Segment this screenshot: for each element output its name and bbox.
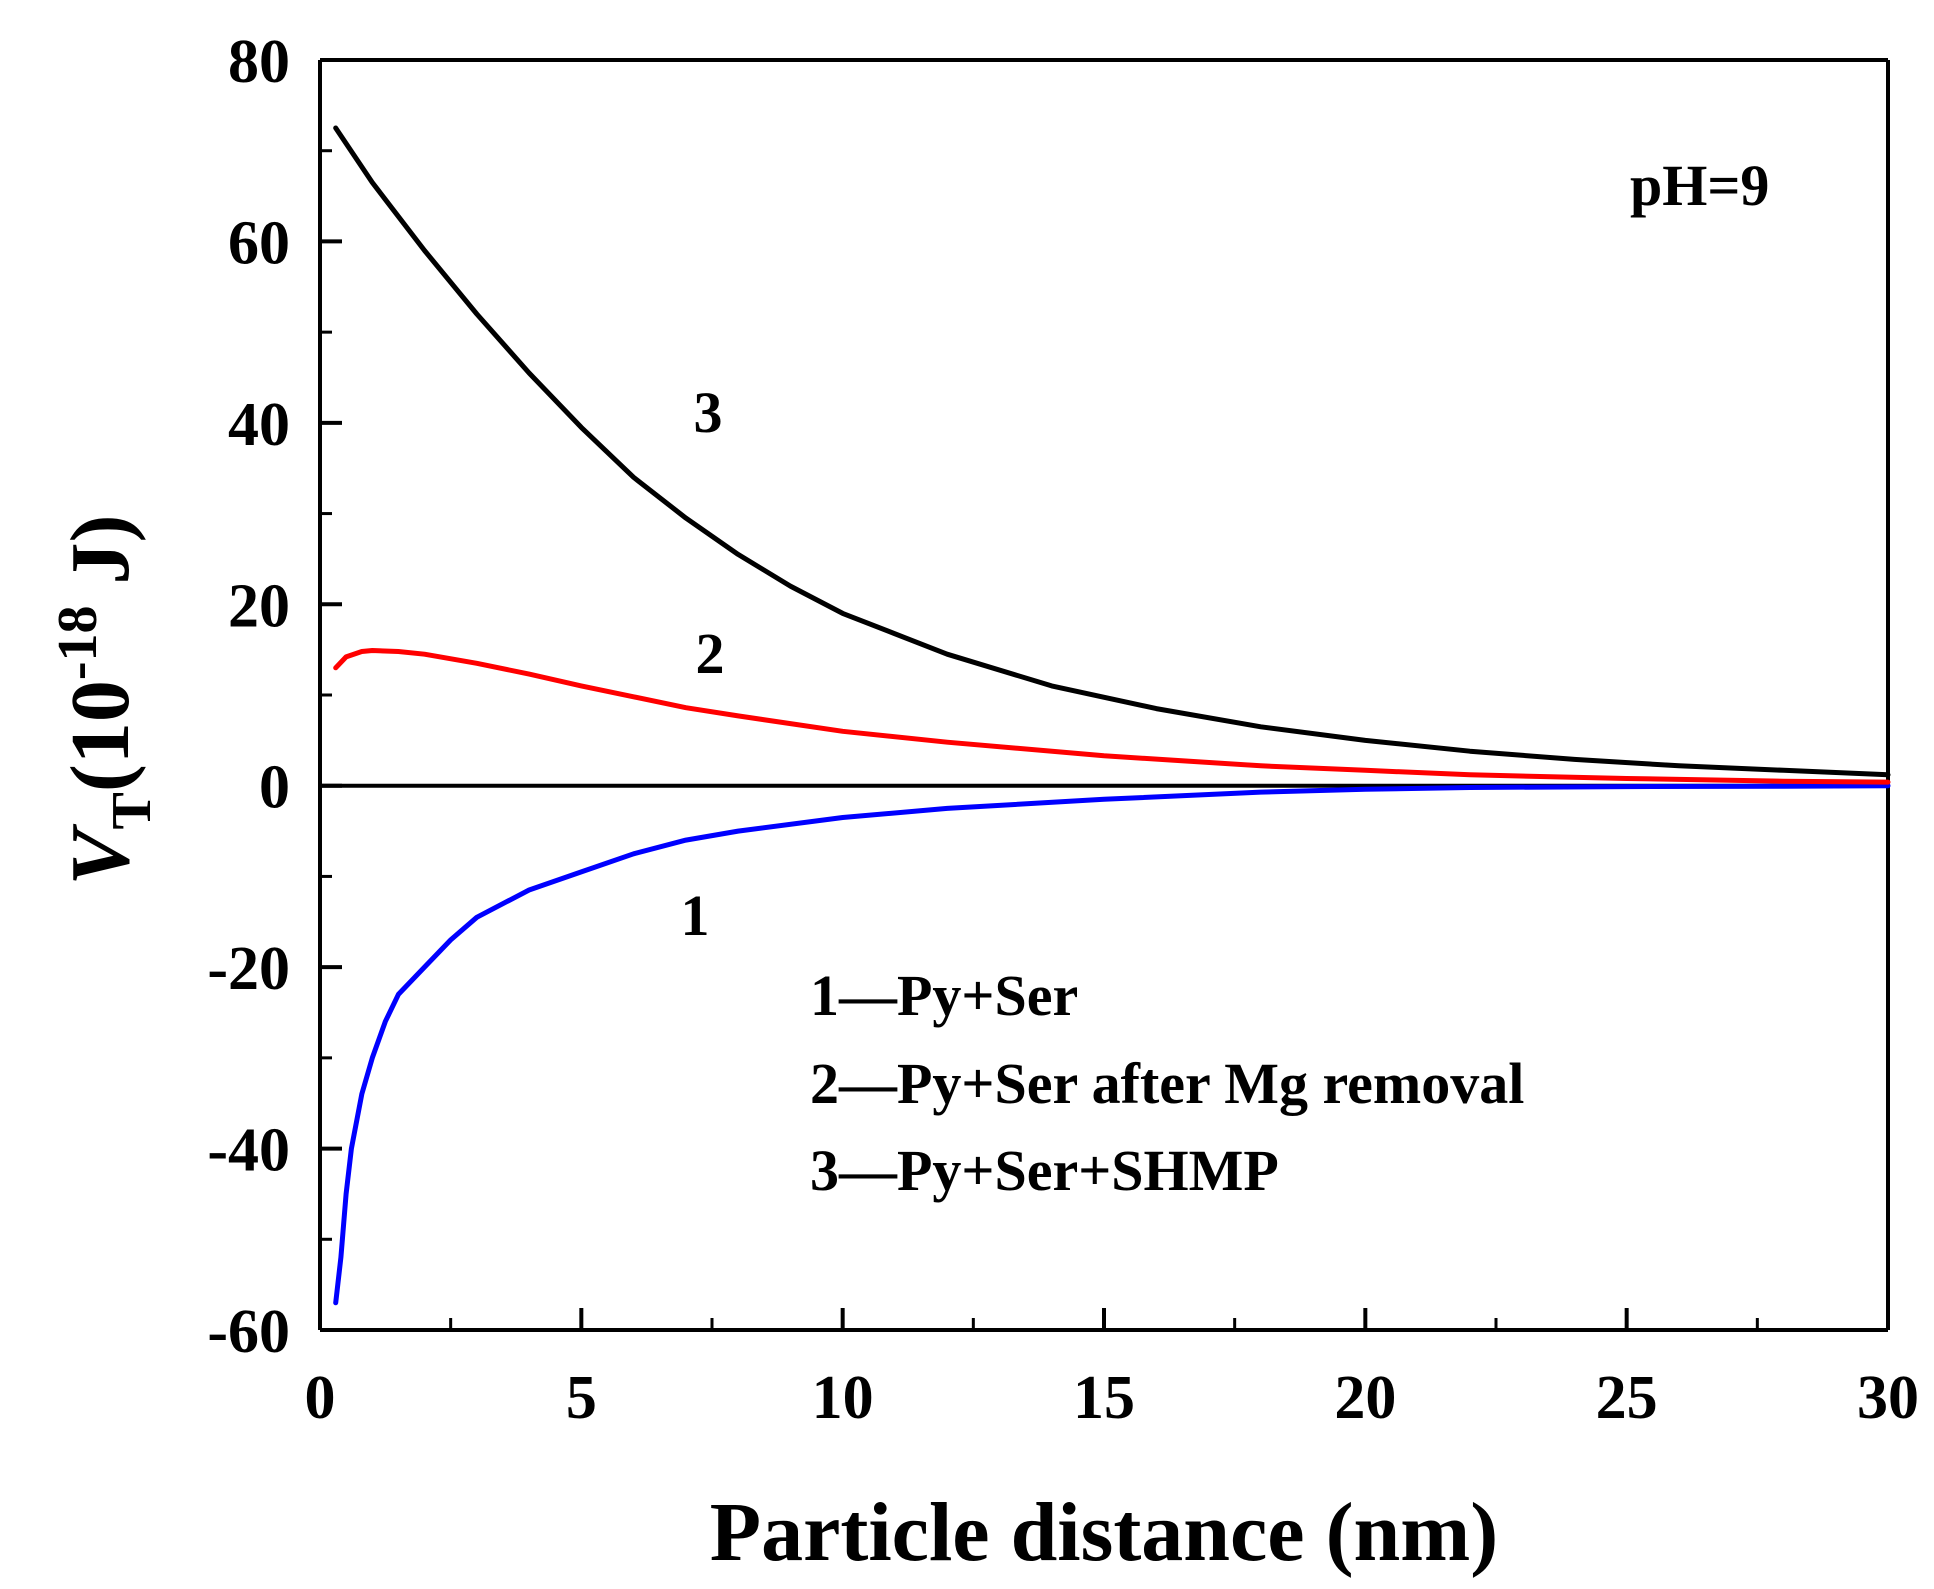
series-group (333, 125, 1891, 1306)
curve-label-3: 3 (694, 380, 723, 445)
tick-labels: 0 5 10 15 20 25 30 -60 -40 -20 0 20 40 60 80 (207, 28, 1919, 1432)
x-tick-label: 5 (566, 1364, 597, 1432)
y-tick-label: 60 (228, 209, 290, 277)
y-axis-title: VT(10-18 J) (47, 514, 163, 885)
legend-entry-2: 2—Py+Ser after Mg removal (810, 1051, 1524, 1116)
y-axis-title-unit-close: J) (54, 514, 147, 605)
y-axis-title-exponent: -18 (47, 605, 109, 680)
x-axis-title: Particle distance (nm) (710, 1486, 1498, 1579)
y-tick-label: 0 (259, 754, 290, 822)
x-tick-label: 20 (1334, 1364, 1396, 1432)
x-tick-label: 10 (812, 1364, 874, 1432)
curve-label-2: 2 (696, 621, 725, 686)
ph-annotation: pH=9 (1630, 153, 1769, 218)
series-line-3 (333, 125, 1891, 778)
y-tick-label: 80 (228, 28, 290, 96)
curve-label-1: 1 (681, 883, 710, 948)
legend: 1—Py+Ser 2—Py+Ser after Mg removal 3—Py+… (810, 963, 1524, 1203)
x-tick-label: 0 (305, 1364, 336, 1432)
y-axis-title-main: V (54, 824, 147, 886)
legend-entry-1: 1—Py+Ser (810, 963, 1078, 1028)
y-axis-title-unit-open: (10 (54, 680, 147, 792)
y-axis-title-subscript: T (101, 792, 163, 829)
x-tick-label: 15 (1073, 1364, 1135, 1432)
y-tick-label: -40 (207, 1117, 290, 1185)
ticks (318, 58, 1890, 1332)
y-tick-label: -60 (207, 1298, 290, 1366)
x-tick-label: 30 (1857, 1364, 1919, 1432)
y-tick-label: 20 (228, 572, 290, 640)
series-line-1 (333, 783, 1891, 1306)
y-tick-label: -20 (207, 935, 290, 1003)
series-line-2 (333, 648, 1891, 785)
y-tick-label: 40 (228, 391, 290, 459)
legend-entry-3: 3—Py+Ser+SHMP (810, 1138, 1279, 1203)
x-tick-label: 25 (1596, 1364, 1658, 1432)
